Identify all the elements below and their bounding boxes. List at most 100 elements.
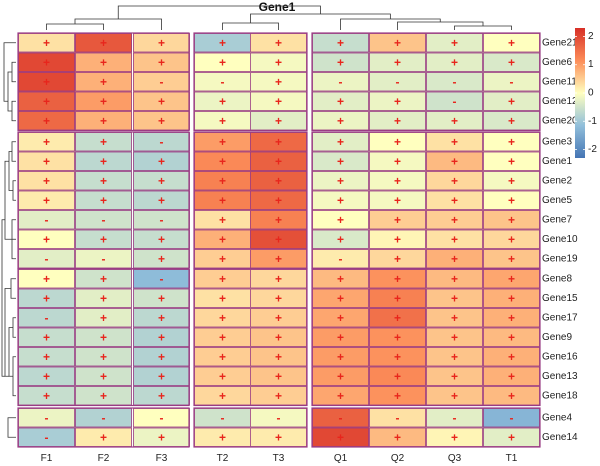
cell-sign: - [453, 75, 457, 89]
cell-sign: + [43, 135, 50, 149]
row-label: Gene5 [542, 195, 572, 206]
heatmap-cell [250, 366, 307, 386]
block-border [17, 407, 190, 448]
heatmap-cell [483, 33, 540, 53]
heatmap-cell [75, 386, 132, 406]
heatmap-cell [133, 52, 190, 72]
cell-border [426, 308, 483, 328]
cell-sign: - [160, 75, 164, 89]
cell-border [369, 347, 426, 367]
cell-sign: + [100, 369, 107, 383]
cell-sign: + [275, 174, 282, 188]
dendrogram-branch [1, 219, 5, 377]
cell-sign: + [508, 330, 515, 344]
heatmap-cell [483, 269, 540, 289]
heatmap-cell [312, 91, 369, 111]
cell-border [75, 366, 132, 386]
column-label: Q1 [334, 453, 348, 464]
heatmap-cell [75, 427, 132, 447]
heatmap-cell [133, 386, 190, 406]
heatmap-cell [194, 288, 251, 308]
heatmap-cell [369, 91, 426, 111]
heatmap-cell [133, 269, 190, 289]
heatmap-cell [18, 91, 75, 111]
dendrogram-branch [117, 5, 321, 19]
cell-sign: + [394, 154, 401, 168]
cell-border [426, 151, 483, 171]
cell-sign: + [508, 291, 515, 305]
heatmap-cell [75, 132, 132, 152]
block-border [311, 268, 541, 407]
block-border [193, 268, 308, 407]
cell-sign: - [510, 75, 514, 89]
heatmap-cell [312, 347, 369, 367]
heatmap-cell [18, 366, 75, 386]
cell-sign: + [219, 114, 226, 128]
cell-sign: + [337, 94, 344, 108]
cell-sign: + [451, 330, 458, 344]
heatmap-cell [426, 366, 483, 386]
heatmap-cell [312, 151, 369, 171]
heatmap-cell [133, 408, 190, 428]
cell-sign: + [100, 193, 107, 207]
column-dendrogram [46, 5, 512, 30]
cell-sign: - [221, 75, 225, 89]
heatmap-cell [426, 171, 483, 191]
heatmap-cell [483, 52, 540, 72]
cell-sign: - [510, 411, 514, 425]
cell-sign: + [100, 232, 107, 246]
dendrogram-branch [11, 141, 16, 162]
cell-border [426, 190, 483, 210]
cell-border [369, 91, 426, 111]
heatmap-cell [194, 190, 251, 210]
row-label: Gene9 [542, 332, 572, 343]
cell-sign: + [394, 232, 401, 246]
cell-sign: + [43, 232, 50, 246]
cell-sign: + [100, 36, 107, 50]
heatmap-cell [75, 210, 132, 230]
cell-sign: + [275, 272, 282, 286]
heatmap-cell [250, 190, 307, 210]
row-label: Gene1 [542, 156, 572, 167]
dendrogram-branch [250, 13, 391, 23]
heatmap-cell [18, 249, 75, 269]
cell-sign: + [508, 193, 515, 207]
cell-sign: + [219, 291, 226, 305]
cell-sign: - [102, 252, 106, 266]
cell-sign: - [221, 411, 225, 425]
heatmap-cell [133, 33, 190, 53]
heatmap-cell [133, 347, 190, 367]
heatmap-cell [369, 33, 426, 53]
heatmap-cell [18, 427, 75, 447]
row-label: Gene6 [542, 57, 572, 68]
heatmap-cell [312, 229, 369, 249]
cell-sign: - [396, 75, 400, 89]
heatmap-cell [369, 249, 426, 269]
heatmap-cell [250, 269, 307, 289]
heatmap-cell [194, 52, 251, 72]
column-label: Q3 [448, 453, 462, 464]
row-label: Gene13 [542, 371, 578, 382]
heatmap-cell [250, 347, 307, 367]
cell-sign: + [337, 389, 344, 403]
block-border [17, 268, 190, 407]
cell-sign: + [43, 193, 50, 207]
dendrogram-branch [3, 42, 16, 102]
cell-sign: + [451, 55, 458, 69]
heatmap-cell [426, 386, 483, 406]
heatmap-cell [312, 33, 369, 53]
cell-sign: + [394, 174, 401, 188]
cell-sign: - [453, 94, 457, 108]
column-labels: F1 F2 F3 T2 T3 Q1 Q2 Q3 T1 [41, 453, 518, 464]
cell-sign: + [100, 389, 107, 403]
cell-sign: - [339, 411, 343, 425]
cell-sign: + [43, 154, 50, 168]
cell-sign: + [275, 430, 282, 444]
heatmap-cell [426, 190, 483, 210]
cell-border [369, 327, 426, 347]
cell-sign: + [337, 291, 344, 305]
row-label: Gene21 [542, 37, 578, 48]
cell-sign: + [337, 213, 344, 227]
heatmap-cell [133, 249, 190, 269]
heatmap-cell [250, 111, 307, 131]
